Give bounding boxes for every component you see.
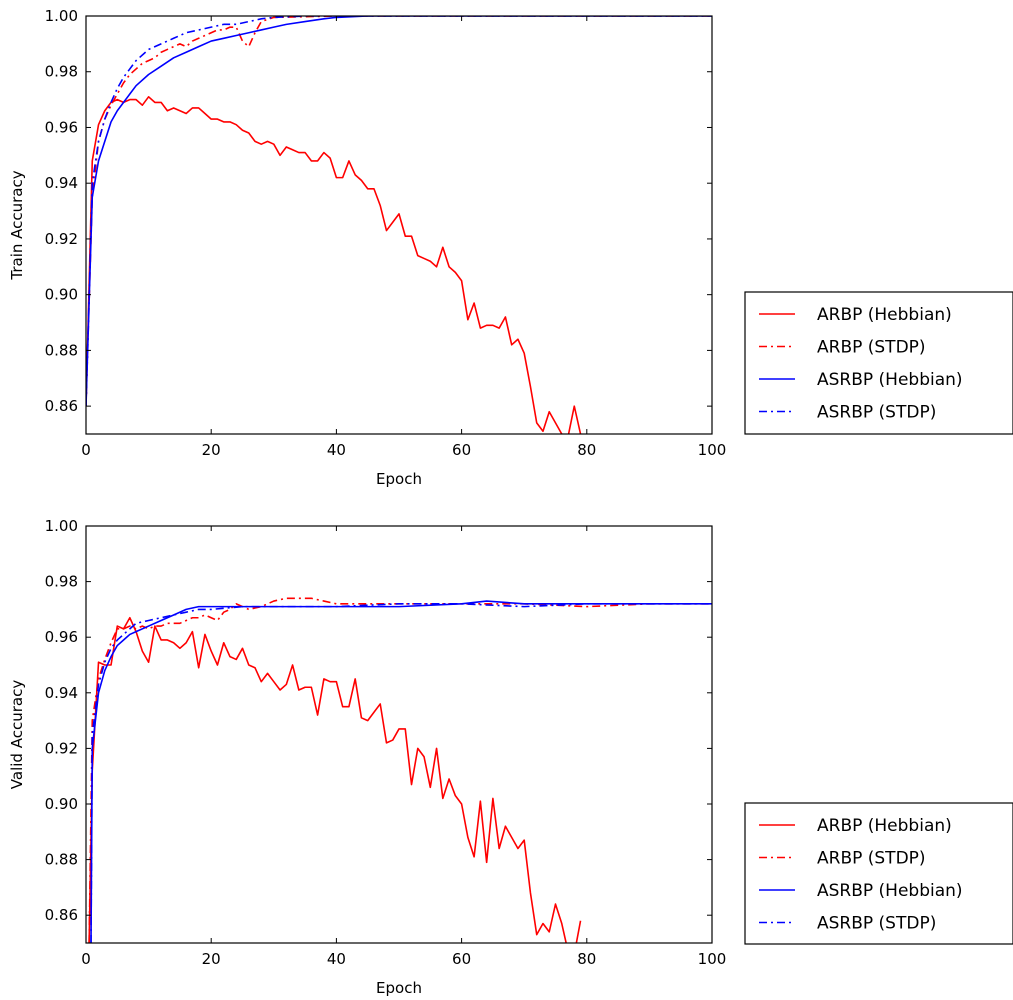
x-tick-label: 40 [327, 950, 346, 968]
y-tick-label: 0.94 [45, 174, 78, 192]
y-tick-label: 0.88 [45, 851, 78, 869]
y-axis-label: Valid Accuracy [8, 680, 26, 790]
x-tick-label: 40 [327, 441, 346, 459]
x-tick-label: 20 [202, 441, 221, 459]
y-tick-label: 0.96 [45, 628, 78, 646]
series-line-arbp-stdp [86, 16, 712, 407]
x-tick-label: 100 [698, 950, 727, 968]
y-tick-label: 0.92 [45, 230, 78, 248]
x-axis-label: Epoch [376, 470, 422, 488]
legend-box [744, 802, 1013, 945]
x-tick-label: 20 [202, 950, 221, 968]
legend: ARBP (Hebbian) ARBP (STDP) ASRBP (Hebbian)… [744, 802, 1013, 945]
legend-label-arbp-stdp: ARBP (STDP) [817, 849, 926, 869]
y-tick-label: 0.90 [45, 286, 78, 304]
y-tick-label: 1.00 [45, 7, 78, 25]
series-line-asrbp-stdp [86, 16, 712, 407]
legend-box [744, 291, 1013, 435]
series-line-asrbp-hebbian [86, 16, 712, 407]
y-tick-label: 0.86 [45, 906, 78, 924]
y-tick-label: 1.00 [45, 517, 78, 535]
plot-frame [85, 15, 713, 435]
plot-frame [85, 525, 713, 944]
series-line-arbp-hebbian [86, 96, 582, 434]
legend-label-asrbp-stdp: ASRBP (STDP) [817, 403, 936, 423]
legend: ARBP (Hebbian) ARBP (STDP) ASRBP (Hebbian)… [744, 291, 1013, 435]
x-tick-label: 60 [452, 950, 471, 968]
y-axis-label: Train Accuracy [8, 170, 26, 280]
legend-label-asrbp-hebbian: ASRBP (Hebbian) [817, 881, 963, 901]
train-accuracy-chart: 0 20 40 60 80 100 0.86 0.88 0.90 0.92 0.94 0.96 0.98… [8, 7, 1013, 488]
series-line-asrbp-stdp [90, 603, 712, 943]
y-tick-label: 0.98 [45, 573, 78, 591]
x-tick-label: 80 [577, 441, 596, 459]
series-group [86, 16, 712, 434]
legend-label-arbp-stdp: ARBP (STDP) [817, 338, 926, 358]
series-group [88, 597, 712, 943]
y-tick-label: 0.90 [45, 795, 78, 813]
valid-accuracy-chart: 0 20 40 60 80 100 0.86 0.88 0.90 0.92 0.94 0.96 0.98… [8, 517, 1013, 997]
series-line-asrbp-hebbian [90, 600, 712, 943]
y-tick-label: 0.94 [45, 684, 78, 702]
legend-label-asrbp-stdp: ASRBP (STDP) [817, 914, 936, 934]
series-line-arbp-hebbian [88, 616, 582, 943]
x-tick-label: 60 [452, 441, 471, 459]
y-tick-label: 0.86 [45, 397, 78, 415]
x-tick-label: 100 [698, 441, 727, 459]
x-tick-label: 0 [81, 441, 91, 459]
legend-label-asrbp-hebbian: ASRBP (Hebbian) [817, 370, 963, 390]
y-tick-label: 0.96 [45, 118, 78, 136]
x-tick-label: 0 [81, 950, 91, 968]
y-tick-label: 0.98 [45, 63, 78, 81]
legend-label-arbp-hebbian: ARBP (Hebbian) [817, 305, 952, 325]
y-tick-label: 0.88 [45, 341, 78, 359]
x-tick-label: 80 [577, 950, 596, 968]
series-line-arbp-stdp [88, 597, 712, 943]
x-axis-label: Epoch [376, 979, 422, 997]
legend-label-arbp-hebbian: ARBP (Hebbian) [817, 816, 952, 836]
y-tick-label: 0.92 [45, 739, 78, 757]
